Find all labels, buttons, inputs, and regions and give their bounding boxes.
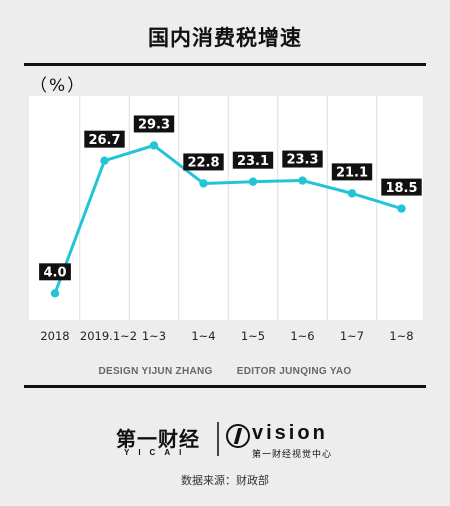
x-tick-label: 1~7 <box>340 329 364 343</box>
x-tick-label: 1~4 <box>191 329 215 343</box>
line-chart: 4.0 26.7 29.3 22.8 23.1 23.3 21.1 18.5 2018 2019… <box>29 96 423 343</box>
data-point <box>50 289 60 298</box>
data-label-box <box>381 178 422 196</box>
x-tick-label: 1~8 <box>389 329 413 343</box>
data-label-box <box>331 163 373 181</box>
data-label: 23.3 <box>282 150 323 168</box>
vision-logo-en: vision <box>252 422 328 444</box>
x-tick-labels: 2018 2019.1~2 1~3 1~4 1~5 1~6 1~7 1~8 <box>40 329 413 343</box>
data-label-box <box>39 263 71 281</box>
bottom-rule <box>24 385 426 388</box>
editor-label: EDITOR <box>236 366 277 377</box>
x-tick-label: 1~6 <box>290 329 314 343</box>
data-point <box>149 141 159 150</box>
vision-logo-icon <box>226 424 250 448</box>
credits: DESIGN YIJUN ZHANG EDITOR JUNQING YAO <box>0 366 450 377</box>
data-label-box <box>282 150 323 168</box>
data-label-text: 29.3 <box>138 118 170 133</box>
data-label: 21.1 <box>331 163 373 181</box>
grid-lines <box>79 96 378 320</box>
x-tick-label: 2019.1~2 <box>80 329 137 343</box>
logo-divider <box>217 422 219 456</box>
data-point <box>397 204 406 213</box>
logo-row: 第一财经 YICAI vision 第一财经视觉中心 <box>0 420 450 460</box>
data-labels: 4.0 26.7 29.3 22.8 23.1 23.3 21.1 18.5 <box>39 115 422 281</box>
data-label-text: 23.3 <box>286 153 318 168</box>
data-point <box>100 156 109 165</box>
data-label-box <box>84 130 125 148</box>
data-label-box <box>133 115 175 133</box>
data-label-text: 21.1 <box>336 166 368 181</box>
x-tick-label: 2018 <box>40 329 69 343</box>
data-point <box>347 189 357 198</box>
data-point <box>199 179 208 188</box>
data-label: 23.1 <box>232 151 274 169</box>
data-label-box <box>232 151 274 169</box>
data-label-text: 26.7 <box>88 133 120 148</box>
design-label: DESIGN <box>98 366 139 377</box>
data-points <box>50 141 406 298</box>
design-name: YIJUN ZHANG <box>141 366 213 377</box>
editor-name: JUNQING YAO <box>279 366 352 377</box>
data-label-text: 4.0 <box>43 266 66 281</box>
data-label-box <box>183 153 224 171</box>
data-point <box>298 176 307 185</box>
data-label-text: 18.5 <box>385 181 417 196</box>
yicai-logo-cn: 第一财经 <box>116 427 200 451</box>
series-line <box>53 143 402 294</box>
x-tick-label: 1~5 <box>241 329 265 343</box>
vision-logo-cn: 第一财经视觉中心 <box>252 450 333 460</box>
data-label: 4.0 <box>39 263 71 281</box>
data-source: 数据来源：财政部 <box>181 474 269 487</box>
yicai-logo-en: YICAI <box>124 448 191 457</box>
data-label: 26.7 <box>84 130 125 148</box>
data-label-text: 23.1 <box>237 154 269 169</box>
data-label: 22.8 <box>183 153 224 171</box>
data-point <box>248 177 258 186</box>
data-label: 18.5 <box>381 178 422 196</box>
unit-label: （%） <box>30 76 87 96</box>
x-tick-label: 1~3 <box>142 329 166 343</box>
chart-title: 国内消费税增速 <box>148 26 302 50</box>
data-label-text: 22.8 <box>187 156 219 171</box>
data-label: 29.3 <box>133 115 175 133</box>
top-rule <box>24 63 426 66</box>
